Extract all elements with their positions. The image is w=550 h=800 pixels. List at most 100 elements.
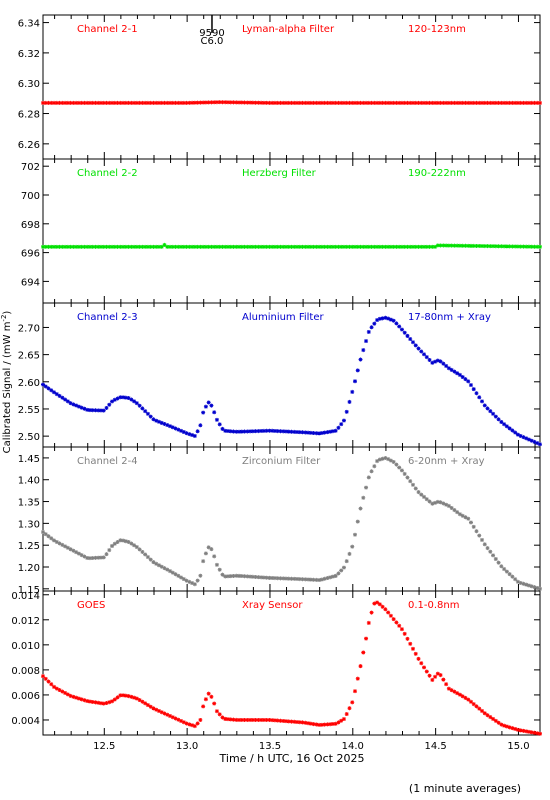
data-point: [151, 244, 156, 249]
data-point: [261, 244, 266, 249]
data-point: [201, 559, 206, 564]
data-point: [532, 100, 537, 105]
data-point: [132, 543, 137, 548]
data-point: [391, 100, 396, 105]
data-point: [300, 720, 305, 725]
data-point: [115, 244, 120, 249]
data-point: [372, 100, 377, 105]
data-point: [225, 574, 230, 579]
data-point: [433, 100, 438, 105]
data-point: [126, 100, 131, 105]
data-point: [444, 502, 449, 507]
data-point: [446, 100, 451, 105]
data-point: [107, 700, 112, 705]
data-point: [190, 433, 195, 438]
data-point: [281, 244, 286, 249]
data-point: [143, 552, 148, 557]
data-point: [441, 243, 446, 248]
data-point: [424, 244, 429, 249]
data-point: [165, 423, 170, 428]
data-point: [118, 538, 123, 543]
data-point: [76, 404, 81, 409]
data-point: [491, 716, 496, 721]
data-point: [65, 399, 70, 404]
data-point: [485, 244, 490, 249]
data-point: [510, 428, 515, 433]
data-point: [93, 100, 98, 105]
data-point: [375, 318, 380, 323]
data-point: [65, 100, 70, 105]
data-point: [68, 693, 73, 698]
data-point: [74, 695, 79, 700]
panel-3: 2.50 2.55 2.60 2.65 2.70 Channel 2-3 Aluminium…: [18, 302, 542, 448]
y-tick-label: 0.012: [11, 616, 40, 627]
data-point: [203, 244, 208, 249]
data-point: [181, 577, 186, 582]
data-point: [137, 244, 142, 249]
data-point: [383, 244, 388, 249]
data-point: [303, 100, 308, 105]
data-point: [145, 100, 150, 105]
data-point: [399, 327, 404, 332]
data-point: [504, 569, 509, 574]
data-point: [314, 244, 319, 249]
data-point: [413, 486, 418, 491]
data-point: [300, 577, 305, 582]
data-point: [259, 100, 264, 105]
data-point: [535, 244, 540, 249]
data-point: [499, 564, 504, 569]
panel-1: 6.26 6.28 6.30 6.32 6.34 Channel 2-1 Lyman-alp…: [18, 14, 542, 160]
data-point: [156, 708, 161, 713]
data-point: [319, 577, 324, 582]
panel-channel-label: Channel 2-2: [77, 168, 138, 179]
data-point: [410, 100, 415, 105]
data-point: [350, 389, 355, 394]
data-point: [129, 541, 134, 546]
data-point: [297, 577, 302, 582]
data-point: [123, 693, 128, 698]
data-point: [308, 430, 313, 435]
data-point: [90, 556, 95, 561]
data-point: [358, 664, 363, 669]
data-point: [460, 243, 465, 248]
data-point: [245, 717, 250, 722]
data-point: [250, 100, 255, 105]
data-point: [90, 408, 95, 413]
data-point: [162, 100, 167, 105]
data-point: [234, 717, 239, 722]
data-point: [317, 244, 322, 249]
data-point: [350, 544, 355, 549]
data-point: [535, 731, 540, 736]
data-point: [317, 431, 322, 436]
data-point: [444, 682, 449, 687]
data-point: [231, 573, 236, 578]
data-point: [336, 720, 341, 725]
data-point: [463, 695, 468, 700]
data-point: [132, 399, 137, 404]
data-point: [212, 100, 217, 105]
data-point: [336, 244, 341, 249]
data-point: [510, 100, 515, 105]
data-point: [311, 244, 316, 249]
series-1: [41, 100, 542, 105]
data-point: [198, 423, 203, 428]
data-point: [286, 719, 291, 724]
data-point: [68, 100, 73, 105]
data-point: [347, 244, 352, 249]
data-point: [410, 244, 415, 249]
data-point: [46, 534, 51, 539]
data-point: [493, 718, 498, 723]
data-point: [377, 457, 382, 462]
data-point: [115, 540, 120, 545]
data-point: [43, 676, 48, 681]
data-point: [223, 100, 228, 105]
data-point: [325, 430, 330, 435]
data-point: [446, 503, 451, 508]
data-point: [176, 100, 181, 105]
data-point: [198, 573, 203, 578]
data-point: [488, 715, 493, 720]
data-point: [457, 512, 462, 517]
data-point: [151, 417, 156, 422]
data-point: [195, 429, 200, 434]
data-point: [286, 100, 291, 105]
